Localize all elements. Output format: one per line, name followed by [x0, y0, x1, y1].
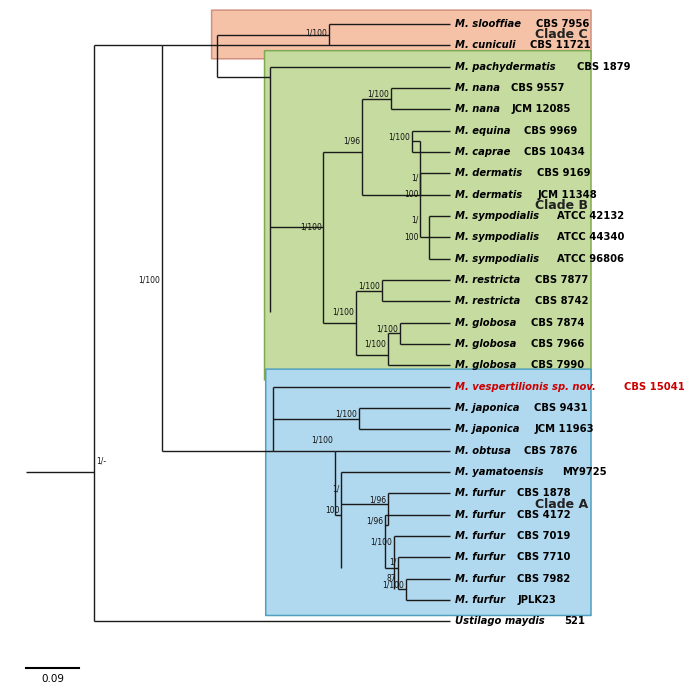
Text: 1/100: 1/100: [367, 90, 389, 99]
Text: 1/100: 1/100: [138, 276, 160, 285]
FancyBboxPatch shape: [265, 369, 591, 615]
Text: ATCC 42132: ATCC 42132: [557, 211, 624, 221]
Text: M. yamatoensis: M. yamatoensis: [455, 467, 547, 477]
Text: 1/: 1/: [411, 216, 419, 225]
Text: 1/100: 1/100: [388, 133, 410, 142]
Text: Clade B: Clade B: [535, 199, 588, 212]
Text: M. nana: M. nana: [455, 105, 503, 114]
Text: M. caprae: M. caprae: [455, 147, 514, 157]
Text: Ustilago maydis: Ustilago maydis: [455, 617, 548, 626]
Text: CBS 7019: CBS 7019: [517, 531, 570, 541]
Text: 1/100: 1/100: [358, 282, 380, 291]
Text: CBS 15041: CBS 15041: [624, 382, 684, 392]
Text: M. nana: M. nana: [455, 83, 503, 93]
Text: CBS 10434: CBS 10434: [523, 147, 584, 157]
Text: CBS 9169: CBS 9169: [538, 168, 591, 178]
Text: 1/96: 1/96: [366, 517, 383, 526]
Text: M. pachydermatis: M. pachydermatis: [455, 62, 559, 72]
Text: CBS 11721: CBS 11721: [529, 41, 590, 50]
Text: M. sympodialis: M. sympodialis: [455, 211, 542, 221]
Text: M. furfur: M. furfur: [455, 489, 508, 498]
Text: 1/100: 1/100: [335, 410, 357, 419]
Text: M. restricta: M. restricta: [455, 296, 523, 307]
Text: CBS 7990: CBS 7990: [531, 360, 583, 371]
Text: CBS 9969: CBS 9969: [524, 126, 577, 136]
Text: M. globosa: M. globosa: [455, 318, 519, 328]
Text: CBS 7956: CBS 7956: [536, 19, 590, 29]
Text: CBS 8742: CBS 8742: [535, 296, 589, 307]
Text: CBS 7874: CBS 7874: [531, 318, 584, 328]
Text: Clade A: Clade A: [535, 497, 588, 511]
Text: ATCC 44340: ATCC 44340: [557, 232, 624, 243]
Text: JPLK23: JPLK23: [517, 595, 556, 605]
Text: M. sympodialis: M. sympodialis: [455, 232, 542, 243]
Text: 100: 100: [325, 506, 339, 515]
Text: CBS 9557: CBS 9557: [512, 83, 565, 93]
Text: 1/100: 1/100: [370, 538, 392, 547]
Text: 1/-: 1/-: [96, 457, 106, 466]
Text: CBS 7966: CBS 7966: [531, 339, 584, 349]
Text: 1/96: 1/96: [343, 137, 360, 146]
Text: M. japonica: M. japonica: [455, 403, 523, 413]
FancyBboxPatch shape: [211, 10, 591, 59]
Text: 1/100: 1/100: [376, 325, 398, 333]
Text: JCM 12085: JCM 12085: [512, 105, 570, 114]
Text: M. furfur: M. furfur: [455, 595, 508, 605]
Text: 100: 100: [404, 190, 419, 199]
Text: 1/: 1/: [411, 173, 419, 182]
Text: 1/100: 1/100: [311, 435, 333, 444]
FancyBboxPatch shape: [265, 51, 591, 380]
Text: CBS 4172: CBS 4172: [517, 510, 571, 520]
Text: M. cuniculi: M. cuniculi: [455, 41, 518, 50]
Text: CBS 7982: CBS 7982: [517, 574, 570, 584]
Text: 0.09: 0.09: [41, 674, 64, 683]
Text: CBS 1878: CBS 1878: [517, 489, 571, 498]
Text: CBS 7876: CBS 7876: [524, 446, 577, 455]
Text: JCM 11348: JCM 11348: [538, 189, 597, 200]
Text: M. japonica: M. japonica: [455, 424, 523, 434]
Text: Clade C: Clade C: [536, 28, 588, 41]
Text: M. obtusa: M. obtusa: [455, 446, 514, 455]
Text: 1/: 1/: [389, 557, 396, 566]
Text: M. restricta: M. restricta: [455, 275, 523, 285]
Text: MY9725: MY9725: [562, 467, 607, 477]
Text: 1/100: 1/100: [382, 581, 404, 590]
Text: 1/100: 1/100: [306, 28, 328, 37]
Text: M. slooffiae: M. slooffiae: [455, 19, 524, 29]
Text: M. globosa: M. globosa: [455, 339, 519, 349]
Text: M. vespertilionis sp. nov.: M. vespertilionis sp. nov.: [455, 382, 598, 392]
Text: M. equina: M. equina: [455, 126, 514, 136]
Text: 100: 100: [404, 233, 419, 242]
Text: 1/100: 1/100: [365, 340, 386, 349]
Text: 1/: 1/: [332, 484, 339, 493]
Text: M. furfur: M. furfur: [455, 531, 508, 541]
Text: CBS 7877: CBS 7877: [535, 275, 588, 285]
Text: M. furfur: M. furfur: [455, 553, 508, 562]
Text: 1/100: 1/100: [332, 307, 354, 316]
Text: M. dermatis: M. dermatis: [455, 168, 525, 178]
Text: 87: 87: [386, 574, 396, 583]
Text: CBS 1879: CBS 1879: [577, 62, 630, 72]
Text: ATCC 96806: ATCC 96806: [557, 254, 624, 264]
Text: M. sympodialis: M. sympodialis: [455, 254, 542, 264]
Text: M. furfur: M. furfur: [455, 574, 508, 584]
Text: 521: 521: [564, 617, 585, 626]
Text: JCM 11963: JCM 11963: [534, 424, 594, 434]
Text: 1/96: 1/96: [369, 495, 386, 504]
Text: M. dermatis: M. dermatis: [455, 189, 525, 200]
Text: CBS 9431: CBS 9431: [534, 403, 588, 413]
Text: CBS 7710: CBS 7710: [517, 553, 570, 562]
Text: 1/100: 1/100: [300, 223, 321, 232]
Text: M. globosa: M. globosa: [455, 360, 519, 371]
Text: M. furfur: M. furfur: [455, 510, 508, 520]
